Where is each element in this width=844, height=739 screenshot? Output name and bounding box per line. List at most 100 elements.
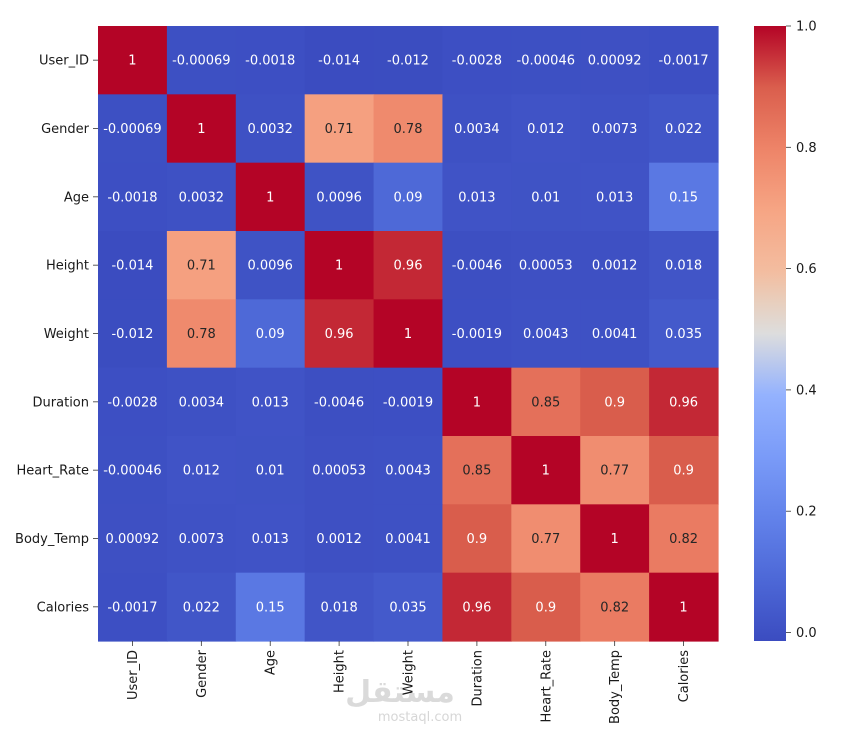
cell-annotation: 0.0073	[179, 532, 225, 547]
cell-annotation: 0.09	[256, 327, 285, 342]
heatmap-cell-User_ID-Age	[235, 26, 306, 95]
heatmap-cell-Weight-Calories	[649, 299, 719, 369]
cell-annotation: -0.0028	[107, 395, 157, 410]
y-tick-label-Age: Age	[64, 190, 89, 205]
heatmap-cell-Heart_Rate-Weight	[373, 436, 444, 505]
cell-annotation: 0.01	[531, 190, 560, 205]
cell-annotation: 0.018	[665, 259, 702, 274]
heatmap-cell-Height-User_ID	[98, 231, 168, 300]
heatmap-cell-Age-Weight	[373, 162, 444, 232]
cell-annotation: 0.78	[187, 327, 216, 342]
heatmap-cell-Calories-Gender	[166, 572, 237, 642]
cell-annotation: 0.0012	[316, 532, 362, 547]
heatmap-cell-User_ID-User_ID	[98, 26, 168, 95]
watermark-text: mostaql.com	[378, 710, 462, 725]
cell-annotation: 0.9	[467, 532, 488, 547]
heatmap-cell-Duration-Weight	[373, 367, 444, 437]
cell-annotation: -0.0019	[383, 395, 433, 410]
cell-annotation: 0.022	[665, 122, 702, 137]
heatmap-cell-Age-Age	[235, 162, 306, 232]
cell-annotation: -0.00046	[517, 54, 575, 69]
heatmap-cell-Body_Temp-Weight	[373, 504, 444, 574]
heatmap-cell-Calories-Heart_Rate	[511, 572, 581, 642]
cell-annotation: 1	[679, 600, 687, 615]
cell-annotation: 0.09	[394, 190, 423, 205]
cell-annotation: 0.15	[669, 190, 698, 205]
heatmap-cell-Calories-Calories	[649, 572, 719, 642]
heatmap-cell-Duration-Heart_Rate	[511, 367, 581, 437]
heatmap-cell-Weight-Heart_Rate	[511, 299, 581, 369]
cell-annotation: 0.0096	[316, 190, 362, 205]
cell-annotation: 0.01	[256, 464, 285, 479]
heatmap-cell-Gender-Body_Temp	[580, 94, 650, 164]
cell-annotation: 1	[266, 190, 274, 205]
cell-annotation: -0.0028	[452, 54, 502, 69]
heatmap-cell-Heart_Rate-User_ID	[98, 436, 168, 505]
heatmap-annotations: 1 -0.00069 -0.0018 -0.014 -0.012 -0.0028 -0.00…	[103, 54, 708, 616]
cell-annotation: 0.85	[462, 464, 491, 479]
heatmap-cell-Gender-Duration	[442, 94, 512, 164]
cell-annotation: 0.018	[321, 600, 358, 615]
heatmap-cell-Weight-User_ID	[98, 299, 168, 369]
heatmap-cell-Calories-Age	[235, 572, 306, 642]
heatmap-cell-Heart_Rate-Body_Temp	[580, 436, 650, 505]
y-tick-label-Calories: Calories	[37, 600, 90, 615]
x-tick-label-Calories: Calories	[677, 650, 692, 703]
cell-annotation: -0.014	[111, 259, 153, 274]
heatmap-cell-Height-Heart_Rate	[511, 231, 581, 300]
heatmap-cell-Age-Height	[304, 162, 375, 232]
cell-annotation: 0.0034	[179, 395, 225, 410]
colorbar-tick-label: 1.0	[796, 20, 817, 35]
heatmap-cell-User_ID-Gender	[166, 26, 237, 95]
heatmap-cells	[98, 26, 719, 642]
heatmap-cell-Heart_Rate-Gender	[166, 436, 237, 505]
cell-annotation: 1	[404, 327, 412, 342]
cell-annotation: 0.71	[187, 259, 216, 274]
heatmap-cell-Body_Temp-Duration	[442, 504, 512, 574]
cell-annotation: 0.0032	[179, 190, 225, 205]
heatmap-cell-User_ID-Duration	[442, 26, 512, 95]
cell-annotation: 0.0012	[592, 259, 638, 274]
heatmap-cell-Duration-Age	[235, 367, 306, 437]
heatmap-cell-Height-Calories	[649, 231, 719, 300]
heatmap-cell-Height-Body_Temp	[580, 231, 650, 300]
heatmap-cell-Duration-Calories	[649, 367, 719, 437]
x-tick-label-Height: Height	[333, 650, 348, 693]
cell-annotation: 0.013	[458, 190, 495, 205]
heatmap-cell-Heart_Rate-Calories	[649, 436, 719, 505]
cell-annotation: -0.0017	[107, 600, 157, 615]
cell-annotation: -0.0018	[107, 190, 157, 205]
cell-annotation: 0.035	[389, 600, 426, 615]
heatmap-cell-Age-User_ID	[98, 162, 168, 232]
colorbar: 0.0 0.2 0.4 0.6 0.8 1.0	[754, 20, 817, 641]
cell-annotation: 0.15	[256, 600, 285, 615]
colorbar-tick-label: 0.6	[796, 262, 817, 277]
y-axis-tick-labels: User_ID Gender Age Height Weight Duration Hear…	[15, 54, 98, 615]
colorbar-tick-label: 0.4	[796, 383, 817, 398]
heatmap-cell-User_ID-Height	[304, 26, 375, 95]
heatmap-cell-Height-Weight	[373, 231, 444, 300]
heatmap-cell-Gender-Height	[304, 94, 375, 164]
cell-annotation: 0.77	[531, 532, 560, 547]
heatmap-cell-Weight-Weight	[373, 299, 444, 369]
cell-annotation: 0.0096	[247, 259, 293, 274]
cell-annotation: -0.0046	[314, 395, 364, 410]
y-tick-label-Body_Temp: Body_Temp	[15, 532, 89, 547]
x-tick-label-Weight: Weight	[402, 650, 417, 695]
cell-annotation: 0.9	[535, 600, 556, 615]
cell-annotation: -0.00046	[103, 464, 161, 479]
cell-annotation: -0.014	[318, 54, 360, 69]
heatmap-cell-Body_Temp-User_ID	[98, 504, 168, 574]
heatmap-cell-Heart_Rate-Age	[235, 436, 306, 505]
cell-annotation: 1	[611, 532, 619, 547]
cell-annotation: 0.85	[531, 395, 560, 410]
y-tick-label-Gender: Gender	[41, 122, 90, 137]
cell-annotation: 0.0073	[592, 122, 638, 137]
colorbar-tick-label: 0.2	[796, 505, 817, 520]
cell-annotation: 0.012	[527, 122, 564, 137]
heatmap-cell-Weight-Body_Temp	[580, 299, 650, 369]
heatmap-cell-Heart_Rate-Duration	[442, 436, 512, 505]
heatmap-cell-Gender-Heart_Rate	[511, 94, 581, 164]
heatmap-cell-Age-Body_Temp	[580, 162, 650, 232]
